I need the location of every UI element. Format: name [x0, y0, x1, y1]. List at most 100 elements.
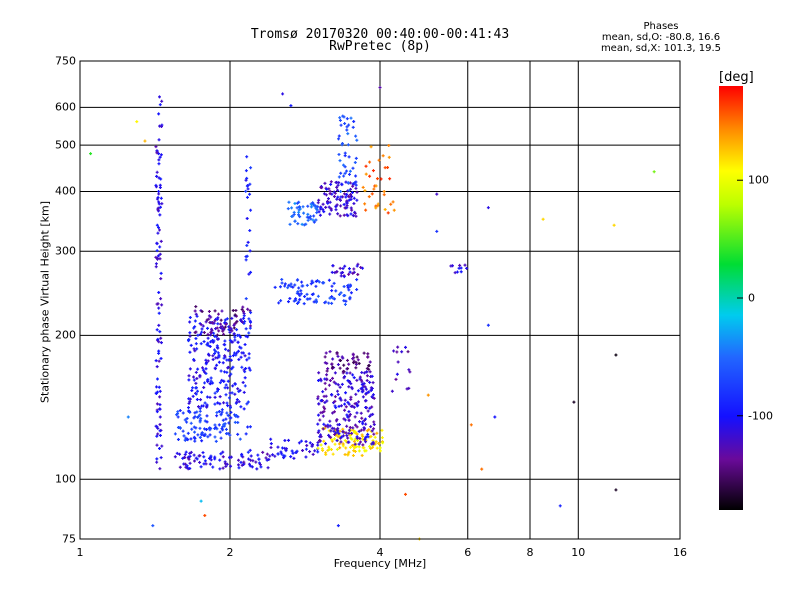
data-point — [330, 301, 334, 305]
data-point — [201, 366, 205, 370]
data-point — [326, 425, 330, 429]
data-point — [392, 349, 396, 353]
data-point — [371, 412, 375, 416]
data-point — [336, 423, 340, 427]
data-point — [353, 437, 357, 441]
data-point — [223, 347, 227, 351]
data-point — [213, 319, 217, 323]
data-point — [219, 452, 223, 456]
data-point — [157, 192, 161, 196]
data-point — [289, 104, 293, 108]
data-point — [223, 370, 227, 374]
data-point — [231, 365, 235, 369]
data-point — [219, 369, 223, 373]
data-point — [349, 382, 353, 386]
data-point — [352, 267, 356, 271]
data-point — [339, 404, 343, 408]
data-point — [218, 458, 222, 462]
data-point — [332, 429, 336, 433]
data-point — [312, 214, 316, 218]
data-point — [199, 342, 203, 346]
data-point — [192, 425, 196, 429]
data-point — [455, 270, 459, 274]
data-point — [358, 420, 362, 424]
data-point — [343, 302, 347, 306]
x-tick-label: 6 — [464, 546, 472, 559]
data-point — [614, 353, 618, 357]
data-point — [350, 437, 354, 441]
data-point — [193, 439, 197, 443]
data-point — [212, 348, 216, 352]
data-point — [339, 204, 343, 208]
data-point — [158, 403, 162, 407]
data-point — [160, 99, 164, 103]
data-point — [217, 355, 221, 359]
data-point — [248, 182, 252, 186]
data-point — [207, 309, 211, 313]
data-point — [207, 314, 211, 318]
data-point — [612, 223, 616, 227]
data-point — [246, 425, 250, 429]
data-point — [309, 217, 313, 221]
data-point — [236, 340, 240, 344]
data-point — [186, 406, 190, 410]
data-point — [278, 285, 282, 289]
data-point — [289, 455, 293, 459]
data-point — [343, 154, 347, 158]
data-point — [193, 349, 197, 353]
data-point — [184, 462, 188, 466]
data-point — [336, 524, 340, 528]
data-point — [336, 383, 340, 387]
data-point — [347, 385, 351, 389]
data-point — [218, 467, 222, 471]
data-point — [223, 462, 227, 466]
data-point — [247, 272, 251, 276]
data-point — [369, 375, 373, 379]
data-point — [249, 208, 253, 212]
data-point — [288, 297, 292, 301]
data-point — [265, 452, 269, 456]
data-point — [287, 438, 291, 442]
data-point — [202, 386, 206, 390]
data-point — [346, 436, 350, 440]
data-point — [247, 457, 251, 461]
data-point — [189, 343, 193, 347]
data-point — [340, 355, 344, 359]
data-point — [240, 307, 244, 311]
data-point — [327, 383, 331, 387]
data-point — [343, 439, 347, 443]
chart-subtitle: RwPretec (8p) — [329, 39, 431, 54]
data-point — [224, 417, 228, 421]
data-point — [246, 450, 250, 454]
data-point — [157, 202, 161, 206]
data-point — [159, 177, 163, 181]
data-point — [368, 370, 372, 374]
data-point — [206, 352, 210, 356]
data-point — [343, 375, 347, 379]
data-point — [158, 429, 162, 433]
data-point — [352, 196, 356, 200]
data-point — [344, 405, 348, 409]
data-point — [361, 395, 365, 399]
data-point — [435, 192, 439, 196]
data-point — [158, 433, 162, 437]
data-point — [244, 189, 248, 193]
data-point — [155, 390, 159, 394]
data-point — [195, 397, 199, 401]
data-point — [207, 317, 211, 321]
data-point — [209, 379, 213, 383]
data-point — [317, 371, 321, 375]
data-point — [188, 400, 192, 404]
y-tick-label: 750 — [55, 54, 76, 68]
data-point — [328, 212, 332, 216]
data-point — [189, 421, 193, 425]
data-point — [361, 443, 365, 447]
data-point — [324, 387, 328, 391]
data-point — [187, 378, 191, 382]
data-point — [349, 197, 353, 201]
data-point — [351, 184, 355, 188]
data-point — [333, 404, 337, 408]
data-point — [226, 404, 230, 408]
data-point — [213, 402, 217, 406]
data-point — [353, 449, 357, 453]
